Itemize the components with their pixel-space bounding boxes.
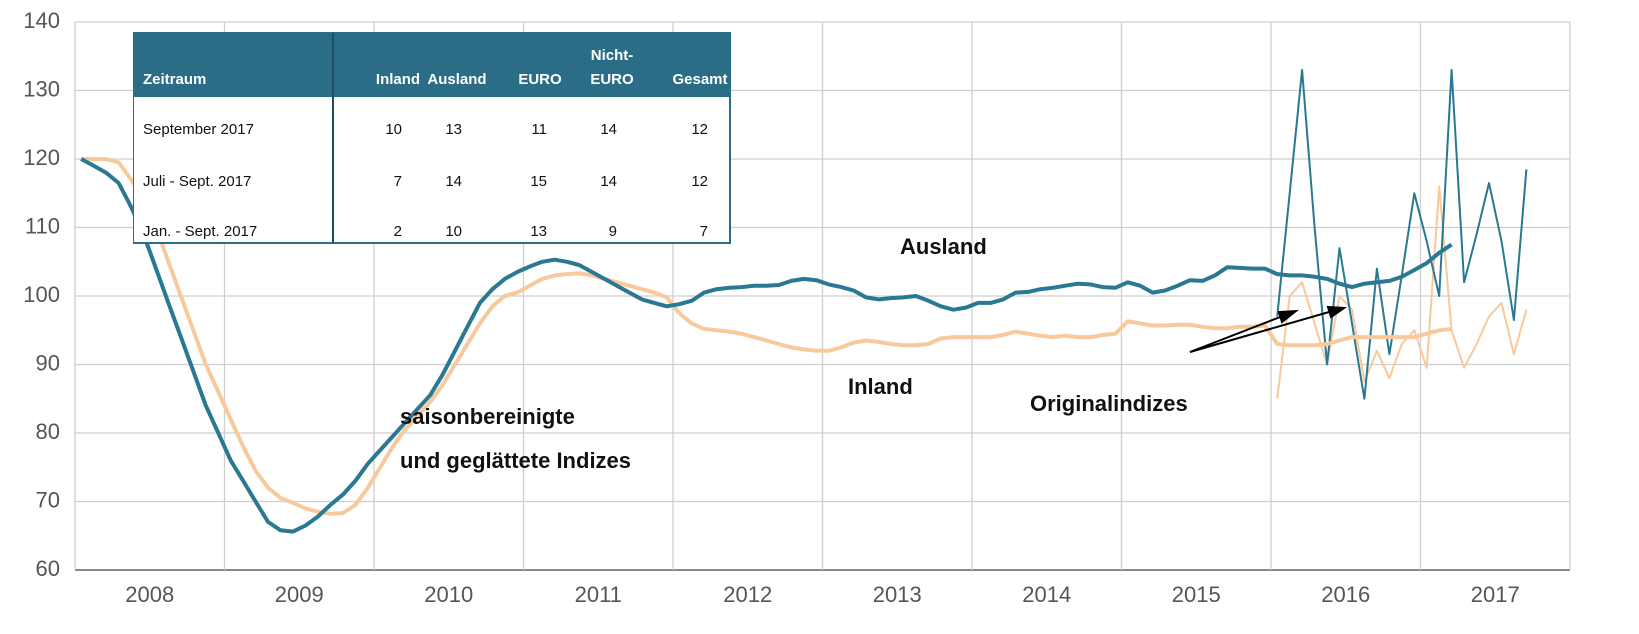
column-header: EURO (518, 71, 562, 88)
y-tick-label: 110 (25, 213, 60, 238)
arrow-head (1326, 305, 1347, 319)
table-header (133, 33, 730, 97)
table-cell: 7 (700, 223, 708, 240)
annotation: saisonbereinigte (400, 404, 575, 429)
y-tick-label: 130 (23, 76, 60, 101)
table-cell: 13 (445, 121, 462, 138)
column-header: Inland (376, 71, 420, 88)
x-tick-label: 2010 (424, 582, 473, 607)
table-cell: 2 (394, 223, 402, 240)
y-tick-label: 140 (23, 8, 60, 33)
annotation: Originalindizes (1030, 391, 1188, 416)
table-cell: 15 (530, 173, 547, 190)
y-tick-label: 60 (36, 556, 60, 581)
original-line (1276, 68, 1528, 400)
table-cell: 14 (600, 173, 617, 190)
row-label: September 2017 (143, 121, 254, 138)
table-cell: 12 (691, 173, 708, 190)
y-tick-label: 100 (23, 282, 60, 307)
x-tick-label: 2009 (275, 582, 324, 607)
column-header: EURO (590, 71, 634, 88)
table-cell: 9 (609, 223, 617, 240)
y-tick-label: 70 (36, 487, 60, 512)
arrows (1189, 305, 1347, 353)
arrow-head (1277, 309, 1300, 324)
table: Zeitraum Inland Ausland EURO Nicht- EURO Gesam… (133, 32, 731, 244)
table-cell: 7 (394, 173, 402, 190)
y-tick-label: 80 (36, 419, 60, 444)
lines (80, 68, 1528, 534)
original-line (1276, 185, 1528, 399)
table-cell: 11 (531, 121, 547, 138)
table-header-cells: Zeitraum Inland Ausland EURO Nicht- EURO Gesam… (143, 47, 728, 88)
column-header: Gesamt (672, 71, 727, 88)
x-tick-label: 2015 (1172, 582, 1221, 607)
y-tick-label: 90 (36, 350, 60, 375)
table-cell: 10 (385, 121, 402, 138)
row-label: Jan. - Sept. 2017 (143, 223, 257, 240)
table-cell: 13 (530, 223, 547, 240)
x-tick-label: 2017 (1471, 582, 1520, 607)
smoothed-line (81, 157, 1452, 516)
x-tick-label: 2014 (1022, 582, 1071, 607)
table-cell: 10 (445, 223, 462, 240)
y-tick-label: 120 (23, 145, 60, 170)
table-cell: 14 (445, 173, 462, 190)
table-cell: 14 (600, 121, 617, 138)
row-label: Juli - Sept. 2017 (143, 173, 251, 190)
arrow (1189, 313, 1289, 353)
column-header: Nicht- (591, 47, 634, 64)
annotation: Inland (848, 374, 913, 399)
annotation: und geglättete Indizes (400, 448, 631, 473)
column-header: Ausland (427, 71, 486, 88)
x-tick-label: 2016 (1321, 582, 1370, 607)
annotation: Ausland (900, 234, 987, 259)
x-tick-label: 2013 (873, 582, 922, 607)
x-tick-label: 2012 (723, 582, 772, 607)
arrow (1189, 309, 1337, 353)
column-header: Zeitraum (143, 71, 206, 88)
x-tick-label: 2011 (575, 582, 622, 607)
x-tick-label: 2008 (125, 582, 174, 607)
table-cell: 12 (691, 121, 708, 138)
smoothed-line (80, 157, 1453, 534)
